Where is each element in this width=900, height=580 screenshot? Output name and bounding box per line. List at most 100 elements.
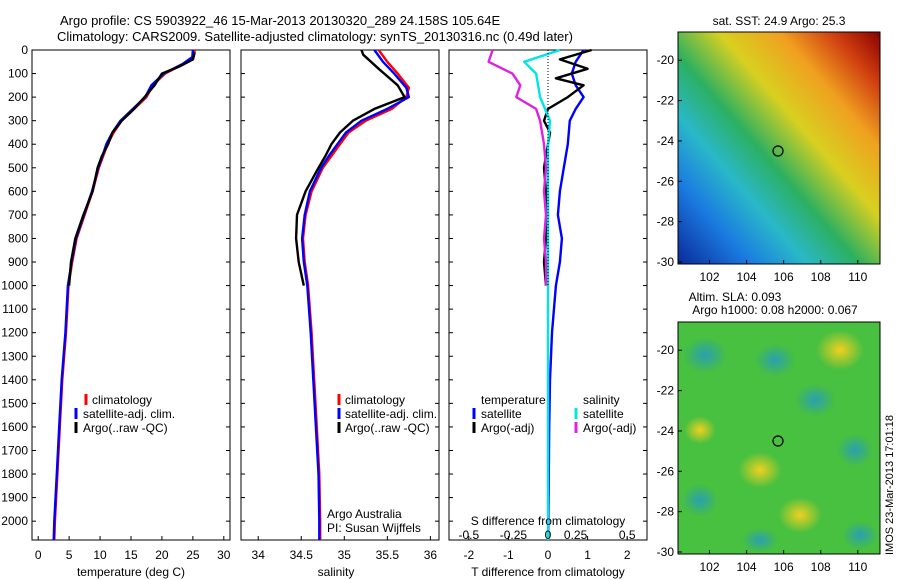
temperature-axes [31,49,231,541]
depth-tick-label: 400 [8,137,28,151]
legend-label-argo: Argo(..raw -QC) [83,421,168,435]
depth-tick-label: 1500 [1,396,28,410]
depth-tick-label: 1300 [1,349,28,363]
depth-tick-label: 900 [8,255,28,269]
x-tick-label: 2 [624,548,631,562]
series-line [487,49,548,286]
lat-tick-label: -26 [657,464,675,478]
series-line [546,49,585,541]
lat-tick-label: -30 [657,255,675,269]
temperature-xlabel: temperature (deg C) [77,565,185,579]
lon-tick-label: 106 [774,560,794,574]
x-tick-label: 0 [35,548,42,562]
argo-position-marker [772,435,784,447]
x-tick-label: 25 [186,548,200,562]
profile-panel-2: -2 -1 0 1 2 -0.5 -0.25 0 0.25 0.5 [458,48,636,562]
sla-anomaly [742,528,778,552]
sla-map-title-2: Argo h1000: 0.08 h2000: 0.067 [692,303,858,317]
sla-anomaly [738,452,782,488]
sst-map-axes: -20 -22 -24 -26 -28 -30 102 104 106 108 110 [657,53,868,284]
lon-tick-label: 104 [737,560,757,574]
sla-map [677,321,881,555]
depth-tick-label: 1700 [1,443,28,457]
lon-tick-label: 102 [699,270,719,284]
header-line-1: Argo profile: CS 5903922_46 15-Mar-2013 … [60,13,501,28]
sla-anomaly [755,344,795,376]
sla-anomaly [684,416,716,444]
salinity-xlabel: salinity [318,565,355,579]
series-line [294,49,406,286]
sla-map-title-1: Altim. SLA: 0.093 [689,290,782,304]
lon-tick-label: 104 [737,270,757,284]
depth-tick-label: 500 [8,161,28,175]
x-tick-label: 1 [584,548,591,562]
x-tick-label: 35.5 [376,548,400,562]
x-tick-label: 34.5 [290,548,314,562]
difference-xlabel-top: S difference from climatology [471,514,626,528]
lon-tick-label: 102 [699,560,719,574]
s-axis-tick-label: 0.5 [619,528,636,542]
x-tick-label: 36 [424,548,438,562]
series-line [300,49,411,540]
depth-tick-label: 600 [8,184,28,198]
lon-tick-label: 108 [811,270,831,284]
depth-tick-label: 1900 [1,491,28,505]
legend-label-climatology: climatology [92,393,152,407]
x-tick-label: -1 [503,548,514,562]
x-tick-label: 10 [93,548,107,562]
s-axis-tick-label: 0.25 [564,528,588,542]
argo-position-marker [772,145,784,157]
temperature-legend: climatology satellite-adj. clim. Argo(..… [74,393,175,435]
sst-map [677,31,881,265]
legend-label-s-satellite: satellite [583,407,624,421]
lat-tick-label: -28 [657,505,675,519]
imos-watermark: IMOS 23-Mar-2013 17:01:18 [884,415,896,555]
depth-tick-label: 100 [8,67,28,81]
x-tick-label: 34 [252,548,266,562]
legend-label-climatology: climatology [345,393,405,407]
s-axis-tick-label: -0.5 [458,528,479,542]
lat-tick-label: -30 [657,545,675,559]
sst-map-title: sat. SST: 24.9 Argo: 25.3 [713,14,846,28]
difference-legend: temperature salinity satellite satellite… [472,393,636,435]
lon-tick-label: 106 [774,270,794,284]
depth-tick-label: 1000 [1,279,28,293]
sla-anomaly [816,330,864,370]
series-line [67,52,196,286]
x-tick-label: -2 [463,548,474,562]
lat-tick-label: -24 [657,134,675,148]
lat-tick-label: -24 [657,424,675,438]
depth-tick-label: 1100 [2,302,28,316]
depth-tick-label: 200 [8,90,28,104]
depth-tick-label: 800 [8,231,28,245]
sla-anomaly [682,484,718,516]
lat-tick-label: -28 [657,215,675,229]
lon-tick-label: 110 [848,270,867,284]
x-tick-label: 30 [217,548,231,562]
x-tick-label: 5 [66,548,73,562]
sla-anomaly [842,521,878,549]
lat-tick-label: -20 [657,343,675,357]
difference-xlabel-bottom: T difference from climatology [471,565,625,579]
legend-label-s-argo: Argo(-adj) [583,421,636,435]
sla-map-axes: -20 -22 -24 -26 -28 -30 102 104 106 108 110 [657,343,868,574]
sst-map-field [677,31,881,265]
sla-anomaly [683,337,727,373]
profile-panel-0: 0 5 10 15 20 25 30 [35,49,231,562]
x-tick-label: 35 [338,548,352,562]
depth-tick-label: 300 [8,114,28,128]
profile-panel-1: 34 34.5 35 35.5 36 [252,49,438,562]
lat-tick-label: -22 [657,384,675,398]
pi-label: PI: Susan Wijffels [327,521,421,535]
legend-label-satellite-adj: satellite-adj. clim. [83,407,175,421]
depth-tick-label: 700 [8,208,28,222]
lat-tick-label: -22 [657,94,675,108]
sla-anomaly [795,384,835,416]
lat-tick-label: -26 [657,174,675,188]
x-tick-label: 20 [155,548,169,562]
legend-label-argo: Argo(..raw -QC) [345,421,430,435]
depth-axis: 0 100 200 300 400 500 600 700 800 900 1000 1100 1200… [1,43,647,528]
legend-title-salinity: salinity [583,393,620,407]
depth-tick-label: 1800 [1,467,28,481]
